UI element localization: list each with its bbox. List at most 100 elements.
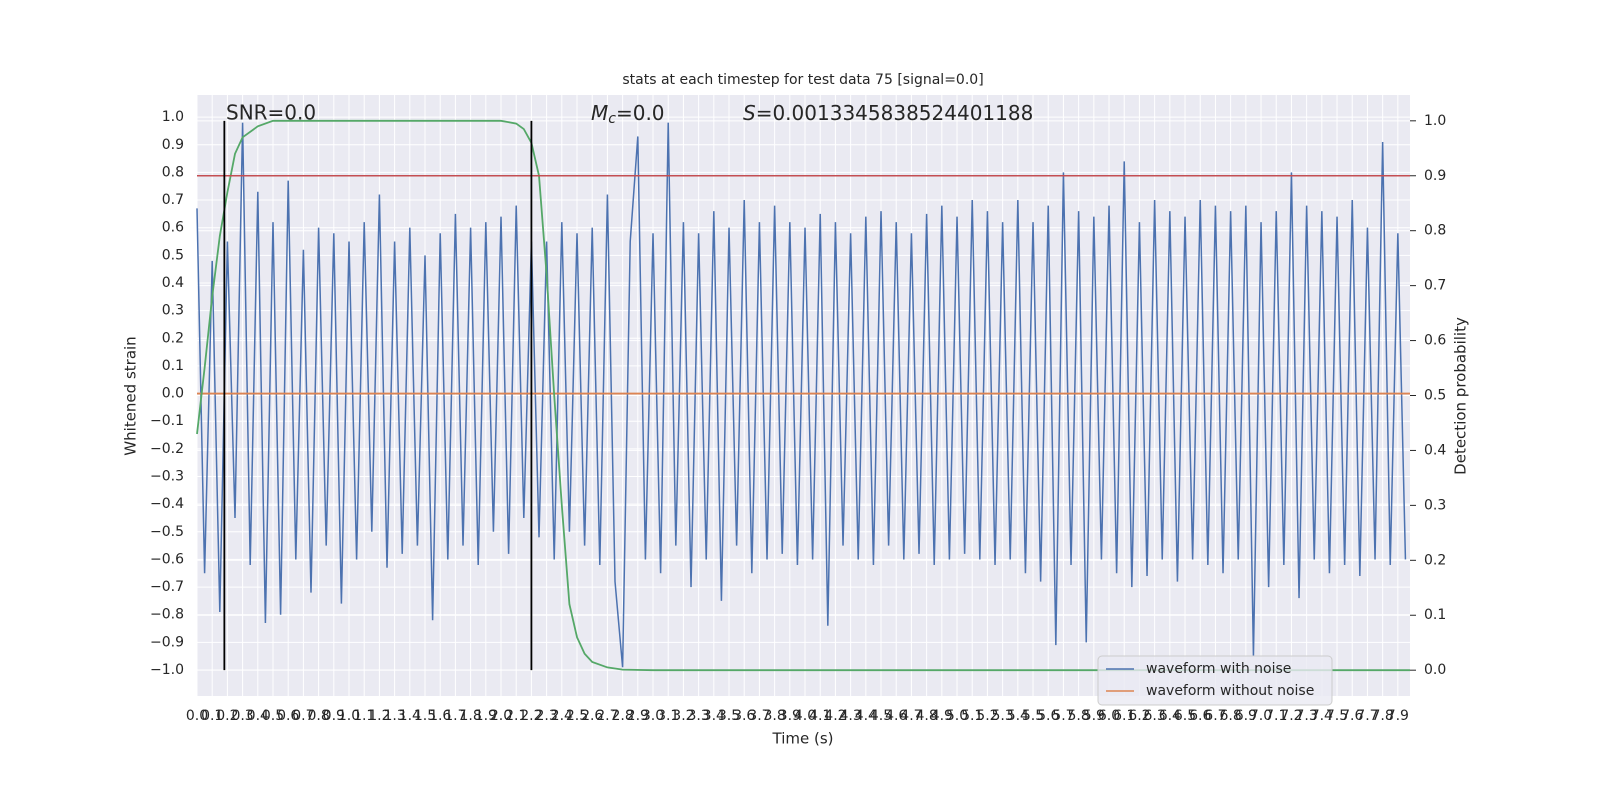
x-tick-label: 1.5: [414, 708, 436, 724]
y-tick-label: −0.6: [150, 551, 184, 567]
x-tick-label: 6.5: [1174, 708, 1196, 724]
x-tick-label: 4.2: [824, 708, 846, 724]
x-tick-label: 7.4: [1311, 708, 1333, 724]
x-tick-label: 2.3: [535, 708, 557, 724]
y-tick-label: −0.3: [150, 468, 184, 484]
x-tick-label: 3.8: [763, 708, 785, 724]
x-tick-label: 7.3: [1296, 708, 1318, 724]
x-tick-label: 5.8: [1067, 708, 1089, 724]
x-tick-label: 7.2: [1280, 708, 1302, 724]
y-tick-label: 0.3: [162, 303, 184, 319]
marks: [196, 119, 1410, 672]
y-tick-label: 0.4: [162, 275, 184, 291]
x-tick-label: 2.8: [611, 708, 633, 724]
x-tick-label: 3.3: [687, 708, 709, 724]
x-tick-label: 4.6: [885, 708, 907, 724]
x-tick-label: 3.1: [657, 708, 679, 724]
y-tick-label: 0.2: [162, 330, 184, 346]
x-tick-label: 1.9: [475, 708, 497, 724]
x-tick-label: 2.2: [520, 708, 542, 724]
x-tick-label: 2.9: [627, 708, 649, 724]
x-tick-label: 7.7: [1356, 708, 1378, 724]
annotation-text: =0.0013345838524401188: [756, 101, 1034, 125]
y-tick-label: 0.0: [162, 386, 184, 402]
x-tick-label: 6.6: [1189, 708, 1211, 724]
x-tick-label: 6.8: [1220, 708, 1242, 724]
x-tick-label: 2.4: [551, 708, 573, 724]
x-tick-label: 7.9: [1387, 708, 1409, 724]
y-tick-label: 1.0: [162, 109, 184, 125]
x-tick-label: 7.1: [1265, 708, 1287, 724]
y-tick-label: 0.7: [162, 192, 184, 208]
x-tick-label: 0.5: [262, 708, 284, 724]
y-tick-label: −0.5: [150, 524, 184, 540]
x-tick-label: 0.6: [277, 708, 299, 724]
x-tick-label: 3.9: [779, 708, 801, 724]
x-tick-label: 1.3: [383, 708, 405, 724]
series-line: [196, 122, 1407, 668]
annotation: S=0.0013345838524401188: [743, 101, 1033, 125]
x-tick-label: 3.2: [672, 708, 694, 724]
x-tick-label: 5.2: [976, 708, 998, 724]
x-tick-label: 7.8: [1372, 708, 1394, 724]
x-tick-label: 4.7: [900, 708, 922, 724]
y2-tick-label: 0.8: [1424, 223, 1446, 239]
y2-tick-label: 0.4: [1424, 442, 1446, 458]
y2-tick-label: 0.3: [1424, 497, 1446, 513]
x-tick-label: 3.6: [733, 708, 755, 724]
x-tick-label: 7.5: [1326, 708, 1348, 724]
y-tick-label: 0.8: [162, 164, 184, 180]
x-tick-label: 2.7: [596, 708, 618, 724]
y-tick-label: −0.4: [150, 496, 184, 512]
x-tick-label: 6.4: [1159, 708, 1181, 724]
y-tick-label: −0.8: [150, 607, 184, 623]
x-tick-label: 5.4: [1007, 708, 1029, 724]
y2-tick-label: 0.5: [1424, 388, 1446, 404]
x-tick-label: 4.3: [839, 708, 861, 724]
chart-title: stats at each timestep for test data 75 …: [622, 72, 983, 88]
labels: 0.00.10.20.30.40.50.60.70.80.91.01.11.21…: [150, 109, 1446, 724]
x-tick-label: 6.0: [1098, 708, 1120, 724]
x-tick-label: 3.7: [748, 708, 770, 724]
x-tick-label: 0.3: [231, 708, 253, 724]
x-tick-label: 6.1: [1113, 708, 1135, 724]
x-tick-label: 0.2: [216, 708, 238, 724]
x-tick-label: 0.4: [247, 708, 269, 724]
x-tick-label: 4.5: [870, 708, 892, 724]
x-tick-label: 1.8: [459, 708, 481, 724]
annotation: Mc=0.0: [591, 101, 665, 128]
x-tick-label: 4.0: [794, 708, 816, 724]
x-tick-label: 2.6: [581, 708, 603, 724]
x-tick-label: 1.4: [399, 708, 421, 724]
y-tick-label: −0.9: [150, 634, 184, 650]
x-tick-label: 5.3: [991, 708, 1013, 724]
x-tick-label: 6.7: [1204, 708, 1226, 724]
y-tick-label: −0.2: [150, 441, 184, 457]
annotation: SNR=0.0: [226, 101, 316, 125]
y-tick-label: −0.7: [150, 579, 184, 595]
x-tick-label: 2.1: [505, 708, 527, 724]
annotation-text: =0.0: [616, 101, 665, 125]
legend-label: waveform with noise: [1146, 661, 1291, 677]
x-tick-label: 6.2: [1128, 708, 1150, 724]
x-tick-label: 6.9: [1235, 708, 1257, 724]
x-tick-label: 1.7: [444, 708, 466, 724]
x-tick-label: 1.1: [353, 708, 375, 724]
x-tick-label: 5.9: [1083, 708, 1105, 724]
legend: waveform with noise waveform without nois…: [1097, 655, 1333, 706]
x-tick-label: 0.1: [201, 708, 223, 724]
x-tick-label: 4.1: [809, 708, 831, 724]
x-tick-label: 5.5: [1022, 708, 1044, 724]
y2-tick-label: 0.9: [1424, 168, 1446, 184]
x-tick-label: 5.0: [946, 708, 968, 724]
legend-box: [1097, 655, 1333, 706]
x-tick-label: 3.5: [718, 708, 740, 724]
x-tick-label: 0.0: [186, 708, 208, 724]
x-tick-label: 0.8: [307, 708, 329, 724]
x-tick-label: 1.6: [429, 708, 451, 724]
x-tick-label: 4.8: [915, 708, 937, 724]
y2-tick-label: 0.1: [1424, 607, 1446, 623]
x-tick-label: 3.4: [703, 708, 725, 724]
y2-tick-label: 0.2: [1424, 552, 1446, 568]
